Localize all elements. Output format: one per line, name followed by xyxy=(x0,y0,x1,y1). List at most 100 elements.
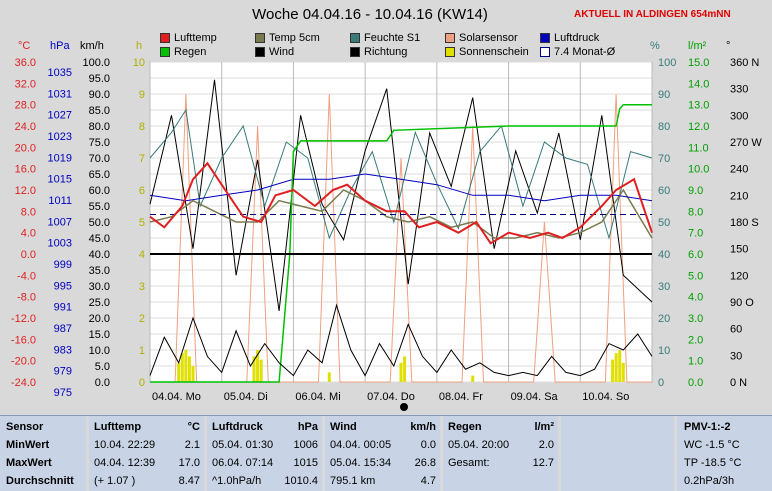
sunshine-bar xyxy=(621,362,625,382)
hours-unit: h xyxy=(136,40,143,52)
pressure-tick-label: 1031 xyxy=(48,88,72,100)
hours-tick-label: 2 xyxy=(139,313,145,325)
wind-tick-label: 80.0 xyxy=(89,121,110,133)
pressure-tick-label: 1019 xyxy=(48,152,72,164)
temp-tick-label: 8.0 xyxy=(21,206,36,218)
legend-swatch xyxy=(350,47,360,57)
hours-tick-label: 7 xyxy=(139,153,145,165)
humidity-tick-label: 80 xyxy=(658,121,670,133)
wind-tick-label: 15.0 xyxy=(89,329,110,341)
pressure-tick-label: 1011 xyxy=(48,195,72,207)
pressure-tick-label: 1015 xyxy=(48,174,72,186)
wind-tick-label: 75.0 xyxy=(89,137,110,149)
temp-tick-label: 24.0 xyxy=(15,121,36,133)
temp-tick-label: 20.0 xyxy=(15,142,36,154)
pressure-tick-label: 1003 xyxy=(48,238,72,250)
direction-tick-label: 270 W xyxy=(730,137,762,149)
sensor-table: Sensor MinWert MaxWert Durchschnitt xyxy=(6,421,74,487)
direction-tick-label: 180 S xyxy=(730,217,759,229)
legend-swatch xyxy=(445,47,455,57)
pressure-tick-label: 975 xyxy=(54,387,72,399)
wind-tick-label: 65.0 xyxy=(89,169,110,181)
sunshine-bar xyxy=(187,356,191,382)
humidity-tick-label: 60 xyxy=(658,185,670,197)
hours-tick-label: 8 xyxy=(139,121,145,133)
temp-tick-label: 28.0 xyxy=(15,100,36,112)
legend-lufttemp: Lufttemp xyxy=(160,32,217,44)
direction-tick-label: 0 N xyxy=(730,377,747,389)
temp-tick-label: 36.0 xyxy=(15,57,36,69)
temp-tick-label: -24.0 xyxy=(11,377,36,389)
sunshine-bar xyxy=(614,353,618,382)
direction-tick-label: 150 xyxy=(730,244,748,256)
x-tick-label: 08.04. Fr xyxy=(439,391,483,403)
legend-swatch xyxy=(445,33,455,43)
hours-tick-label: 1 xyxy=(139,345,145,357)
weather-chart: 36.032.028.024.020.016.012.08.04.00.0-4.… xyxy=(11,57,762,411)
temp-tick-label: -4.0 xyxy=(17,270,36,282)
direction-tick-label: 30 xyxy=(730,350,742,362)
wind-tick-label: 40.0 xyxy=(89,249,110,261)
hours-tick-label: 10 xyxy=(133,57,145,69)
direction-line xyxy=(149,79,653,311)
pressure-tick-label: 999 xyxy=(54,259,72,271)
sunshine-bar xyxy=(259,359,263,382)
rain-tick-label: 2.0 xyxy=(688,334,703,346)
sunshine-bar xyxy=(327,372,331,382)
pressure-tick-label: 979 xyxy=(54,366,72,378)
wind-tick-label: 25.0 xyxy=(89,297,110,309)
rain-tick-label: 1.0 xyxy=(688,356,703,368)
hours-tick-label: 3 xyxy=(139,281,145,293)
direction-tick-label: 360 N xyxy=(730,57,759,69)
legend-feuchte: Feuchte S1 xyxy=(350,32,420,44)
legend-sonnenschein: Sonnenschein xyxy=(445,46,529,58)
temp-tick-label: -12.0 xyxy=(11,313,36,325)
humidity-unit: % xyxy=(650,40,660,52)
temp-tick-label: -16.0 xyxy=(11,334,36,346)
rain-tick-label: 4.0 xyxy=(688,292,703,304)
humidity-tick-label: 70 xyxy=(658,153,670,165)
temp-tick-label: 4.0 xyxy=(21,228,36,240)
stats-panel: Sensor MinWert MaxWert Durchschnitt Luft… xyxy=(0,415,772,491)
x-tick-label: 06.04. Mi xyxy=(295,391,340,403)
wind-tick-label: 90.0 xyxy=(89,89,110,101)
humidity-tick-label: 50 xyxy=(658,217,670,229)
wind-tick-label: 50.0 xyxy=(89,217,110,229)
direction-tick-label: 210 xyxy=(730,190,748,202)
rain-tick-label: 6.0 xyxy=(688,249,703,261)
rain-tick-label: 10.0 xyxy=(688,164,709,176)
legend-swatch xyxy=(160,33,170,43)
direction-tick-label: 240 xyxy=(730,164,748,176)
temp-tick-label: -20.0 xyxy=(11,356,36,368)
sunshine-bar xyxy=(177,362,181,382)
rain-tick-label: 11.0 xyxy=(688,142,709,154)
legend-swatch xyxy=(160,47,170,57)
direction-tick-label: 330 xyxy=(730,84,748,96)
pressure-tick-label: 987 xyxy=(54,323,72,335)
wind-tick-label: 60.0 xyxy=(89,185,110,197)
humidity-tick-label: 90 xyxy=(658,89,670,101)
sunshine-bar xyxy=(191,366,195,382)
temp-tick-label: -8.0 xyxy=(17,292,36,304)
wind-tick-label: 45.0 xyxy=(89,233,110,245)
pmv-table: PMV-1:-2 WC -1.5 °C TP -18.5 °C 0.2hPa/3… xyxy=(684,421,742,487)
x-tick-label: 05.04. Di xyxy=(224,391,268,403)
wind-table: Wind km/h 04.04. 00:05 0.0 05.04. 15:34 26.… xyxy=(330,421,436,487)
legend-swatch xyxy=(255,33,265,43)
x-tick-label: 07.04. Do xyxy=(367,391,415,403)
legend-swatch xyxy=(540,47,550,57)
pressure-tick-label: 991 xyxy=(54,302,72,314)
legend-luftdruck: Luftdruck xyxy=(540,32,599,44)
legend-regen: Regen xyxy=(160,46,206,58)
rain-tick-label: 13.0 xyxy=(688,100,709,112)
sunshine-bar xyxy=(399,362,403,382)
humidity-tick-label: 100 xyxy=(658,57,676,69)
rain-tick-label: 0.0 xyxy=(688,377,703,389)
rain-tick-label: 14.0 xyxy=(688,78,709,90)
pressure-tick-label: 1023 xyxy=(48,131,72,143)
pressure-tick-label: 983 xyxy=(54,344,72,356)
humidity-line xyxy=(149,108,653,240)
chart-title: Woche 04.04.16 - 10.04.16 (KW14) xyxy=(252,6,488,23)
rain-tick-label: 15.0 xyxy=(688,57,709,69)
legend-swatch xyxy=(540,33,550,43)
